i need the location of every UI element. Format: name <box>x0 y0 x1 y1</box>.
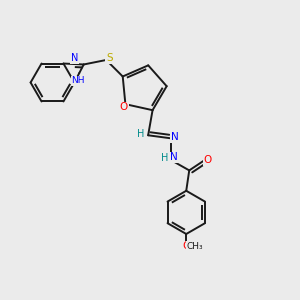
Text: H: H <box>161 153 168 164</box>
Text: O: O <box>204 155 212 165</box>
Text: CH₃: CH₃ <box>186 242 203 251</box>
Text: N: N <box>171 132 179 142</box>
Text: O: O <box>120 102 128 112</box>
Text: O: O <box>182 241 190 251</box>
Text: S: S <box>106 53 112 64</box>
Text: N: N <box>71 53 78 63</box>
Text: NH: NH <box>71 76 85 85</box>
Text: H: H <box>137 129 144 139</box>
Text: N: N <box>170 152 178 163</box>
